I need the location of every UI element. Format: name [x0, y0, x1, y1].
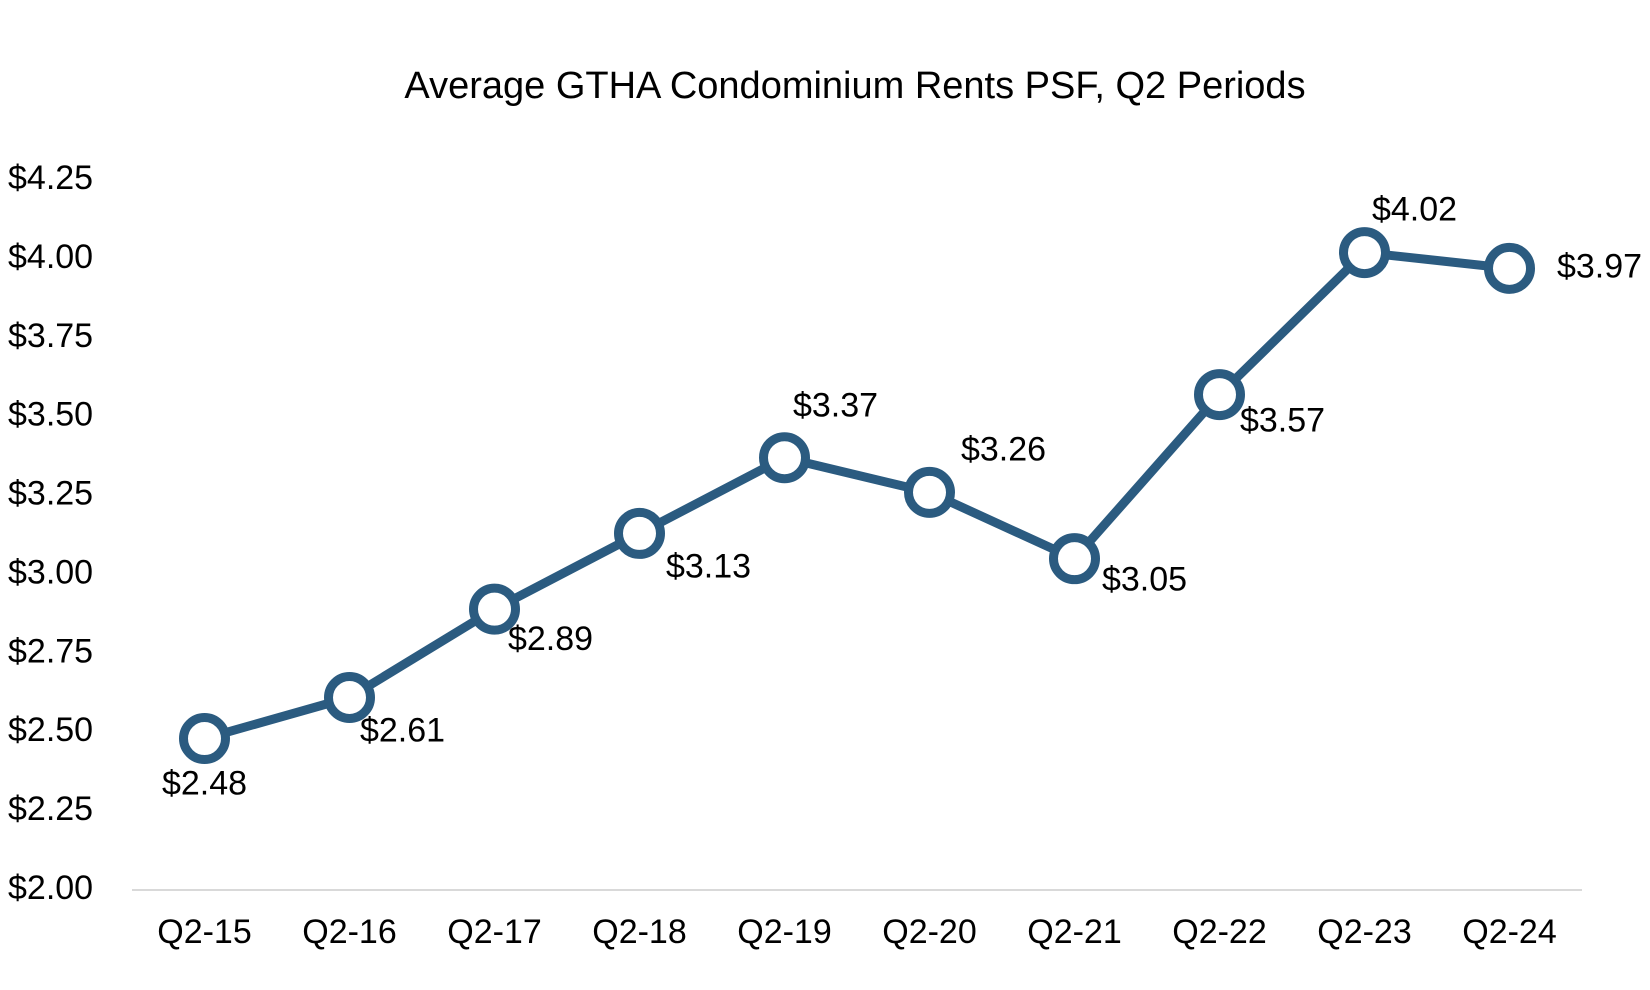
y-tick-label: $2.50 — [8, 711, 93, 749]
y-tick-label: $3.00 — [8, 553, 93, 591]
data-label: $2.61 — [360, 711, 445, 749]
data-label: $3.13 — [666, 547, 751, 585]
data-label: $3.37 — [793, 387, 878, 425]
marker — [179, 713, 230, 765]
y-tick-label: $4.25 — [8, 159, 93, 197]
data-label: $3.05 — [1102, 561, 1187, 599]
data-label: $3.26 — [961, 430, 1046, 468]
data-label: $4.02 — [1372, 191, 1457, 229]
x-tick-label: Q2-18 — [592, 913, 687, 951]
y-tick-label: $2.75 — [8, 632, 93, 670]
x-tick-label: Q2-19 — [737, 913, 832, 951]
data-label: $2.89 — [508, 620, 593, 658]
marker — [1049, 533, 1100, 585]
marker — [759, 432, 810, 484]
marker — [324, 672, 375, 724]
y-tick-label: $3.75 — [8, 317, 93, 355]
marker — [1484, 242, 1535, 294]
data-label: $3.57 — [1240, 402, 1325, 440]
data-label: $2.48 — [162, 765, 247, 803]
marker — [614, 507, 665, 559]
y-tick-label: $2.00 — [8, 869, 93, 907]
x-tick-label: Q2-22 — [1172, 913, 1267, 951]
x-tick-label: Q2-21 — [1027, 913, 1122, 951]
x-tick-label: Q2-23 — [1317, 913, 1412, 951]
line — [203, 248, 1510, 743]
x-tick-label: Q2-24 — [1462, 913, 1557, 951]
y-tick-label: $4.00 — [8, 238, 93, 276]
x-tick-label: Q2-16 — [302, 913, 397, 951]
y-tick-label: $3.50 — [8, 396, 93, 434]
marker — [904, 466, 955, 518]
marker — [469, 583, 520, 635]
y-tick-label: $2.25 — [8, 790, 93, 828]
x-tick-label: Q2-15 — [157, 913, 252, 951]
y-tick-label: $3.25 — [8, 475, 93, 513]
x-tick-label: Q2-20 — [882, 913, 977, 951]
marker — [1339, 227, 1390, 279]
data-label: $3.97 — [1557, 247, 1642, 285]
marker — [1194, 369, 1245, 421]
chart-title: Average GTHA Condominium Rents PSF, Q2 P… — [404, 65, 1305, 107]
x-tick-label: Q2-17 — [447, 913, 542, 951]
